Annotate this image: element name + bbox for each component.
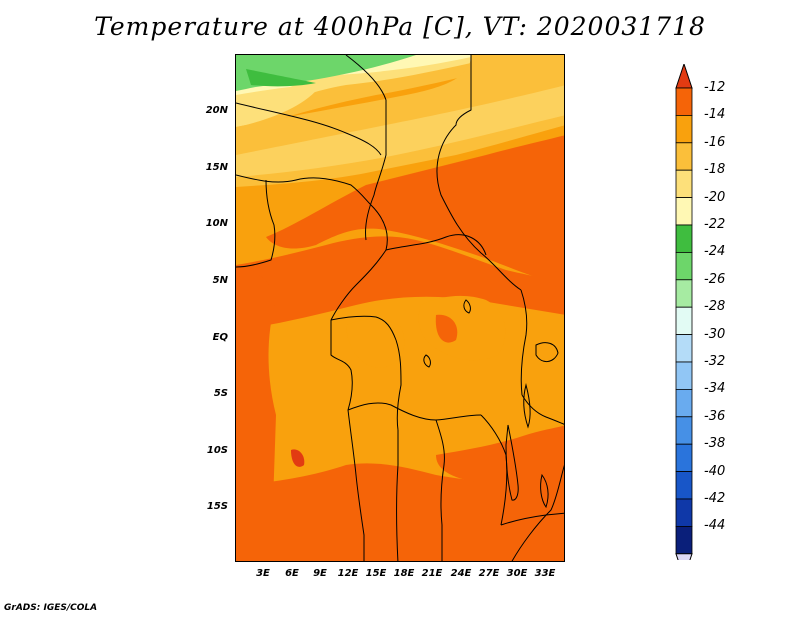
colorbar-label: -20 <box>704 189 726 205</box>
colorbar-label: -28 <box>704 299 726 315</box>
colorbar-bottom-arrow <box>675 553 693 580</box>
lon-label: 3E <box>256 568 270 579</box>
colorbar-swatch <box>675 498 693 527</box>
lon-label: 27E <box>478 568 500 579</box>
colorbar-label: -44 <box>704 518 726 534</box>
colorbar-swatch <box>675 361 693 390</box>
colorbar-swatch <box>675 416 693 445</box>
temperature-field <box>236 55 564 561</box>
colorbar-swatch <box>675 142 693 171</box>
lon-label: 15E <box>365 568 387 579</box>
colorbar-swatch <box>675 169 693 198</box>
lon-label: 6E <box>285 568 299 579</box>
colorbar-label: -38 <box>704 436 726 452</box>
temperature-map <box>235 54 565 562</box>
map-title: Temperature at 400hPa [C], VT: 202003171… <box>94 12 706 41</box>
lat-label: 5N <box>212 275 228 286</box>
colorbar-swatch <box>675 334 693 363</box>
lat-label: 20N <box>205 105 228 116</box>
colorbar-label: -32 <box>704 354 726 369</box>
colorbar-label: -22 <box>704 217 726 232</box>
colorbar-swatch <box>675 443 693 473</box>
colorbar-label: -18 <box>704 162 726 178</box>
colorbar-swatch <box>675 115 693 144</box>
colorbar-swatch <box>675 251 693 281</box>
lon-label: 30E <box>506 568 528 579</box>
colorbar-swatch <box>675 224 693 253</box>
colorbar-legend: -12 -14 -16 -18 -20 -22 -24 -26 -28 -30 -32 -34 -36 -… <box>674 62 774 580</box>
grads-credit: GrADS: IGES/COLA <box>4 603 98 613</box>
colorbar-scale <box>675 62 693 580</box>
colorbar-swatch <box>675 388 693 418</box>
lat-label: EQ <box>212 332 228 343</box>
colorbar-label: -16 <box>704 134 726 150</box>
colorbar-swatch <box>675 525 693 555</box>
lat-label: 10N <box>205 218 228 229</box>
lat-label: 10S <box>206 445 228 456</box>
lon-label: 21E <box>421 568 443 579</box>
colorbar-label: -14 <box>704 107 726 123</box>
colorbar-swatch <box>675 197 693 226</box>
colorbar-swatch <box>675 306 693 335</box>
colorbar-label: -42 <box>704 491 726 506</box>
colorbar-label: -30 <box>704 326 726 342</box>
colorbar-label: -26 <box>704 271 726 287</box>
lat-label: 15S <box>206 501 228 512</box>
lon-label: 9E <box>313 568 327 579</box>
colorbar-swatch <box>675 471 693 500</box>
colorbar-label: -24 <box>704 244 726 260</box>
colorbar-label: -12 <box>704 80 726 95</box>
colorbar-swatch <box>675 87 693 116</box>
lon-label: 12E <box>337 568 359 579</box>
lat-label: 5S <box>213 388 228 399</box>
colorbar-label: -36 <box>704 408 726 424</box>
colorbar-label: -34 <box>704 381 726 397</box>
lon-label: 18E <box>393 568 415 579</box>
lat-label: 15N <box>205 162 228 173</box>
colorbar-swatch <box>675 279 693 308</box>
colorbar-label: -40 <box>704 463 726 479</box>
lon-label: 33E <box>534 568 556 579</box>
lon-label: 24E <box>450 568 472 579</box>
colorbar-top-arrow <box>675 62 693 89</box>
